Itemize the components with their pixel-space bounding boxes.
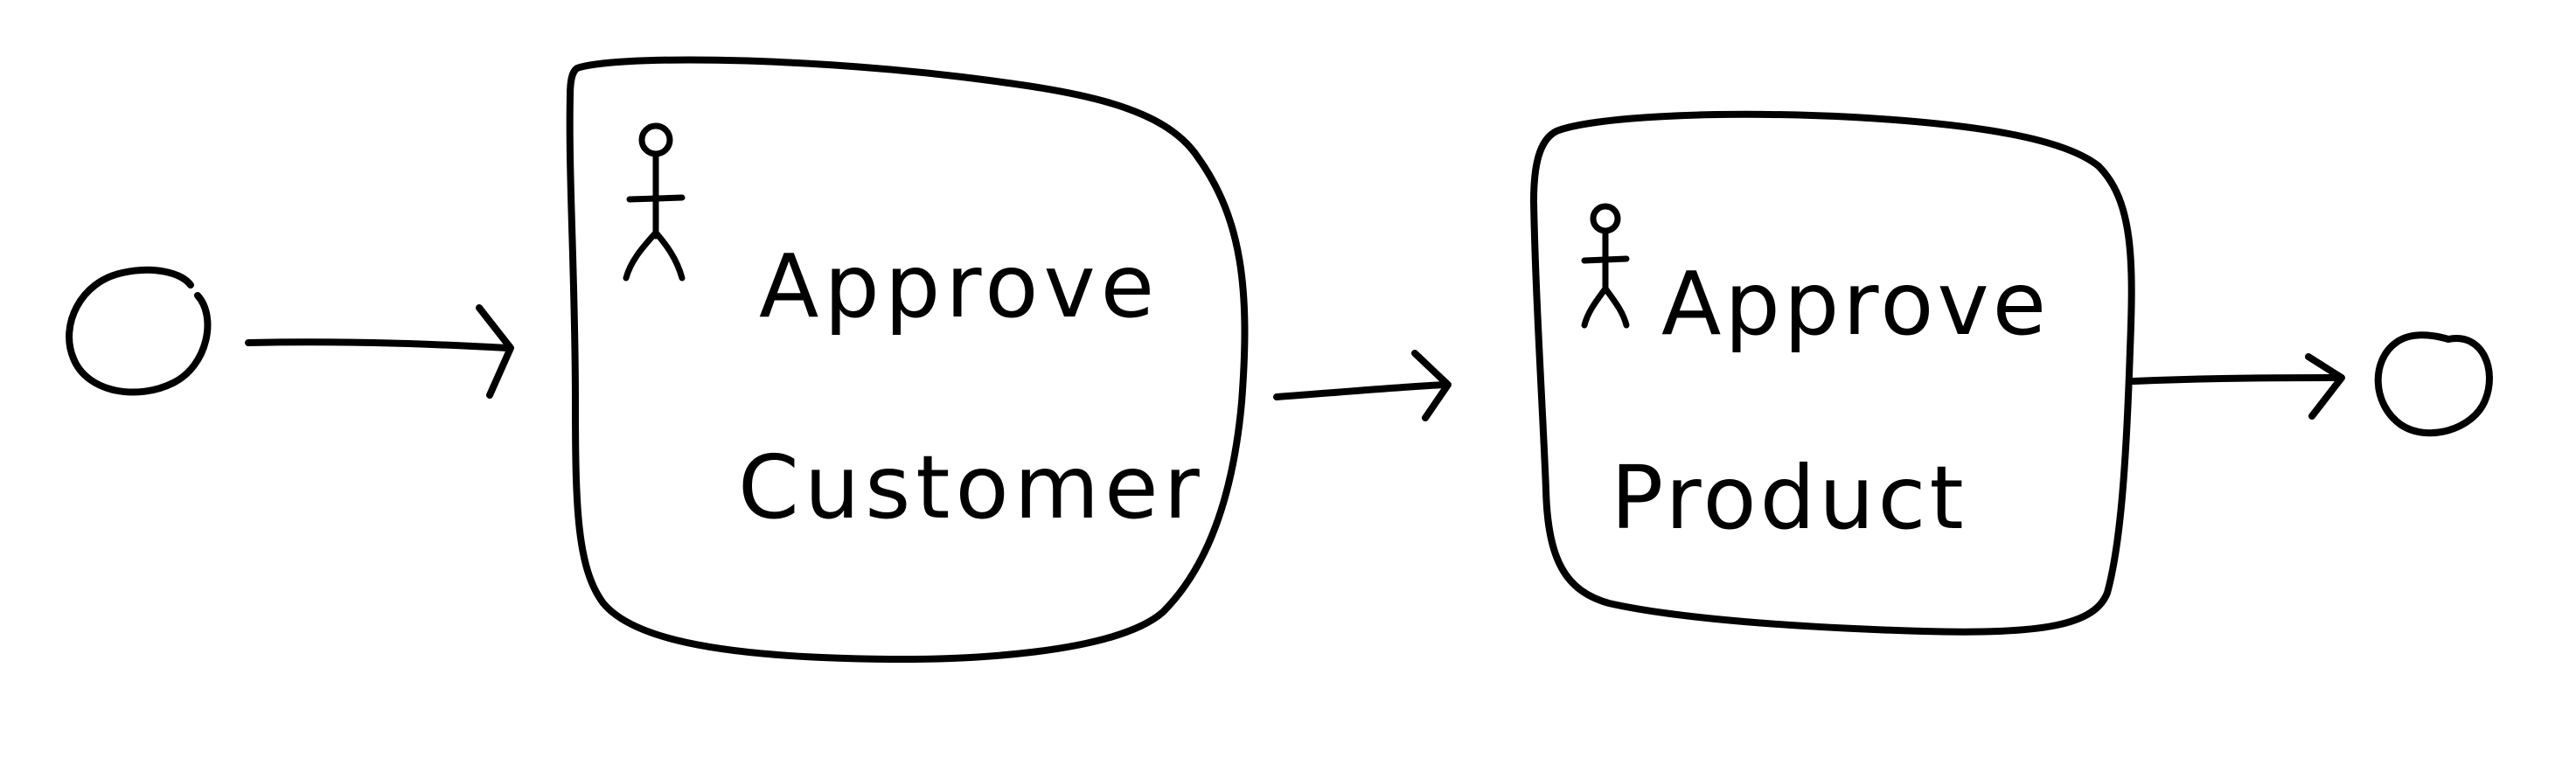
task-box — [566, 56, 1249, 663]
flow-line — [2130, 374, 2343, 385]
task-label-line1: Approve — [759, 235, 1159, 337]
task-label-line1: Approve — [1661, 253, 2050, 355]
task-label-line2: Product — [1611, 447, 1967, 549]
sequence-flow-start-to-approve-customer — [245, 304, 514, 399]
sequence-flow-approve-product-to-end — [2130, 353, 2345, 420]
person-icon — [1581, 203, 1630, 329]
arrowhead-icon — [1411, 350, 1452, 421]
task-approve-customer: Approve Customer — [566, 56, 1249, 663]
arrowhead-icon — [2305, 353, 2345, 420]
person-icon — [623, 122, 686, 282]
start-event — [66, 266, 212, 396]
flow-line — [245, 338, 511, 351]
flow-line — [1273, 381, 1448, 400]
task-box — [1530, 110, 2135, 636]
arrowhead-icon — [476, 304, 514, 399]
task-approve-product: Approve Product — [1530, 110, 2135, 636]
sequence-flow-approve-customer-to-approve-product — [1273, 350, 1452, 421]
end-event — [2374, 331, 2493, 437]
task-label-line2: Customer — [738, 436, 1205, 539]
